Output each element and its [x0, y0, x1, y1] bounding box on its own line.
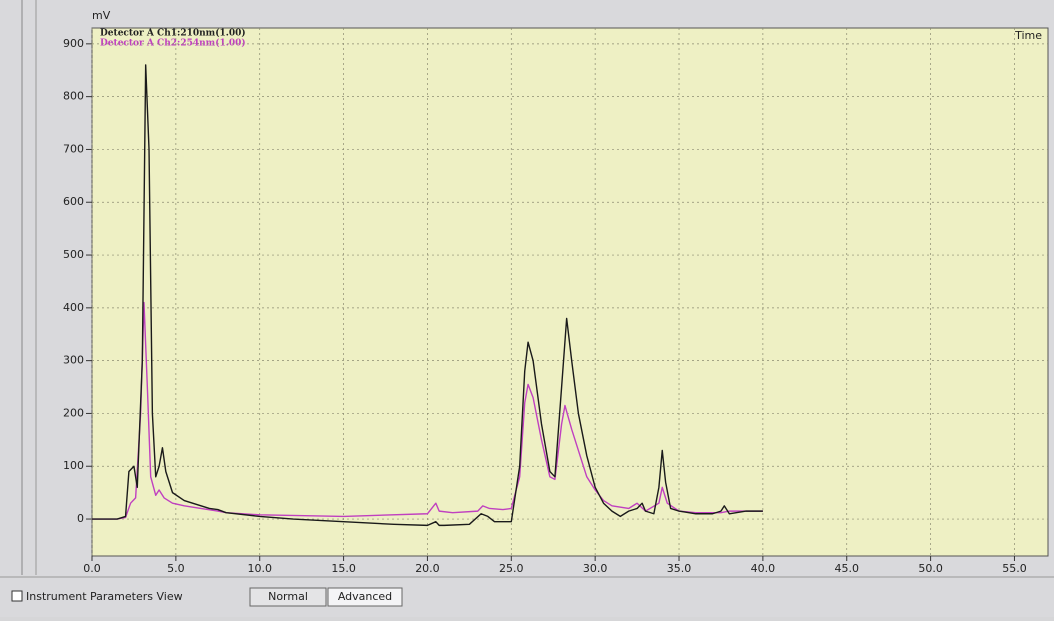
panel-title[interactable]: Instrument Parameters View	[26, 590, 183, 603]
x-tick-label: 10.0	[247, 562, 272, 575]
y-tick-label: 800	[63, 90, 84, 103]
x-tick-label: 50.0	[918, 562, 943, 575]
x-tick-label: 55.0	[1002, 562, 1027, 575]
x-tick-label: 25.0	[499, 562, 524, 575]
y-tick-label: 500	[63, 248, 84, 261]
y-tick-label: 0	[77, 512, 84, 525]
tab-label[interactable]: Advanced	[338, 590, 392, 603]
x-tick-label: 45.0	[834, 562, 859, 575]
x-tick-label: 15.0	[331, 562, 356, 575]
y-tick-label: 900	[63, 37, 84, 50]
x-tick-label: 5.0	[167, 562, 185, 575]
x-tick-label: 0.0	[83, 562, 101, 575]
y-axis-label: mV	[92, 9, 111, 22]
y-tick-label: 200	[63, 406, 84, 419]
x-axis-label: Time	[1014, 29, 1042, 42]
y-tick-label: 600	[63, 195, 84, 208]
y-tick-label: 700	[63, 142, 84, 155]
y-tick-label: 100	[63, 459, 84, 472]
x-tick-label: 35.0	[667, 562, 692, 575]
legend-entry: Detector A Ch1:210nm(1.00)	[100, 28, 246, 39]
x-tick-label: 20.0	[415, 562, 440, 575]
x-tick-label: 40.0	[751, 562, 776, 575]
tab-label[interactable]: Normal	[268, 590, 308, 603]
chart: mV Time Detector A Ch1:210nm(1.00) Detec…	[0, 0, 1054, 617]
panel-icon[interactable]	[12, 591, 22, 601]
page: {"chart_data": {"type": "line", "y_label…	[0, 0, 1054, 617]
plot-area	[92, 28, 1048, 556]
x-tick-label: 30.0	[583, 562, 608, 575]
legend-entry: Detector A Ch2:254nm(1.00)	[100, 38, 246, 49]
y-tick-label: 300	[63, 354, 84, 367]
y-tick-label: 400	[63, 301, 84, 314]
